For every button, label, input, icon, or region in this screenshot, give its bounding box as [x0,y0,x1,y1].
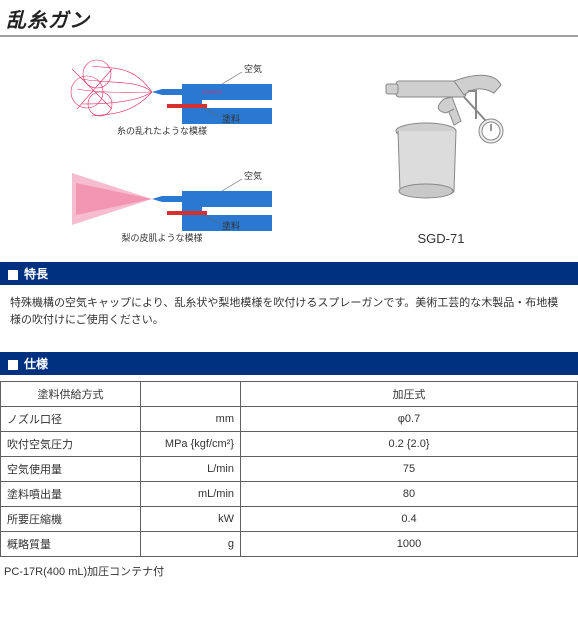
product-column: SGD-71 [356,51,526,246]
spray-gun-icon [356,51,526,221]
cell-unit: g [141,532,241,557]
diagram-pearskin-pattern: 空気 塗料 梨の皮肌ような模様 [52,161,272,244]
spec-table: 塗料供給方式 加圧式 ノズル口径 mm φ0.7 吹付空気圧力 MPa {kgf… [0,381,578,557]
square-bullet-icon [8,360,18,370]
cell-value: 0.2 {2.0} [241,432,578,457]
svg-text:塗料: 塗料 [222,113,240,124]
cell-value: 75 [241,457,578,482]
table-row: 吹付空気圧力 MPa {kgf/cm²} 0.2 {2.0} [1,432,578,457]
section-header-features: 特長 [0,262,578,285]
diagram-caption-1: 糸の乱れたような模様 [117,124,207,137]
svg-text:空気: 空気 [244,63,262,74]
product-image [356,51,526,221]
cell-unit: mm [141,407,241,432]
table-row: 所要圧縮機 kW 0.4 [1,507,578,532]
diagram-caption-2: 梨の皮肌ような模様 [121,231,202,244]
model-name: SGD-71 [418,231,465,246]
cell-value: 加圧式 [241,382,578,407]
cell-label: 空気使用量 [1,457,141,482]
table-row: 概略質量 g 1000 [1,532,578,557]
svg-text:塗料: 塗料 [222,220,240,231]
cell-value: 1000 [241,532,578,557]
cell-unit: L/min [141,457,241,482]
table-row: 空気使用量 L/min 75 [1,457,578,482]
svg-text:空気: 空気 [244,170,262,181]
cell-value: 0.4 [241,507,578,532]
table-row: 塗料供給方式 加圧式 [1,382,578,407]
cell-value: 80 [241,482,578,507]
spec-title: 仕様 [24,357,48,371]
square-bullet-icon [8,270,18,280]
cell-label: 所要圧縮機 [1,507,141,532]
cell-unit: MPa {kgf/cm²} [141,432,241,457]
page-title: 乱糸ガン [0,0,578,37]
cell-unit: kW [141,507,241,532]
cell-label: 塗料噴出量 [1,482,141,507]
pearskin-pattern-svg: 空気 塗料 [52,161,272,231]
section-header-spec: 仕様 [0,352,578,375]
cell-label: 概略質量 [1,532,141,557]
diagram-thread-pattern: 空気 塗料 糸の乱れたような模様 [52,54,272,137]
features-title: 特長 [24,267,48,281]
cell-label: 塗料供給方式 [1,382,141,407]
cell-value: φ0.7 [241,407,578,432]
thread-pattern-svg: 空気 塗料 [52,54,272,124]
table-row: 塗料噴出量 mL/min 80 [1,482,578,507]
table-row: ノズル口径 mm φ0.7 [1,407,578,432]
cell-unit [141,382,241,407]
cell-unit: mL/min [141,482,241,507]
cell-label: 吹付空気圧力 [1,432,141,457]
spec-note: PC-17R(400 mL)加圧コンテナ付 [0,557,578,585]
diagram-column: 空気 塗料 糸の乱れたような模様 空気 塗料 梨の皮肌ような模様 [52,54,272,244]
features-text: 特殊機構の空気キャップにより、乱糸状や梨地模様を吹付けるスプレーガンです。美術工… [0,291,578,346]
cell-label: ノズル口径 [1,407,141,432]
figures-area: 空気 塗料 糸の乱れたような模様 空気 塗料 梨の皮肌ような模様 [0,37,578,256]
